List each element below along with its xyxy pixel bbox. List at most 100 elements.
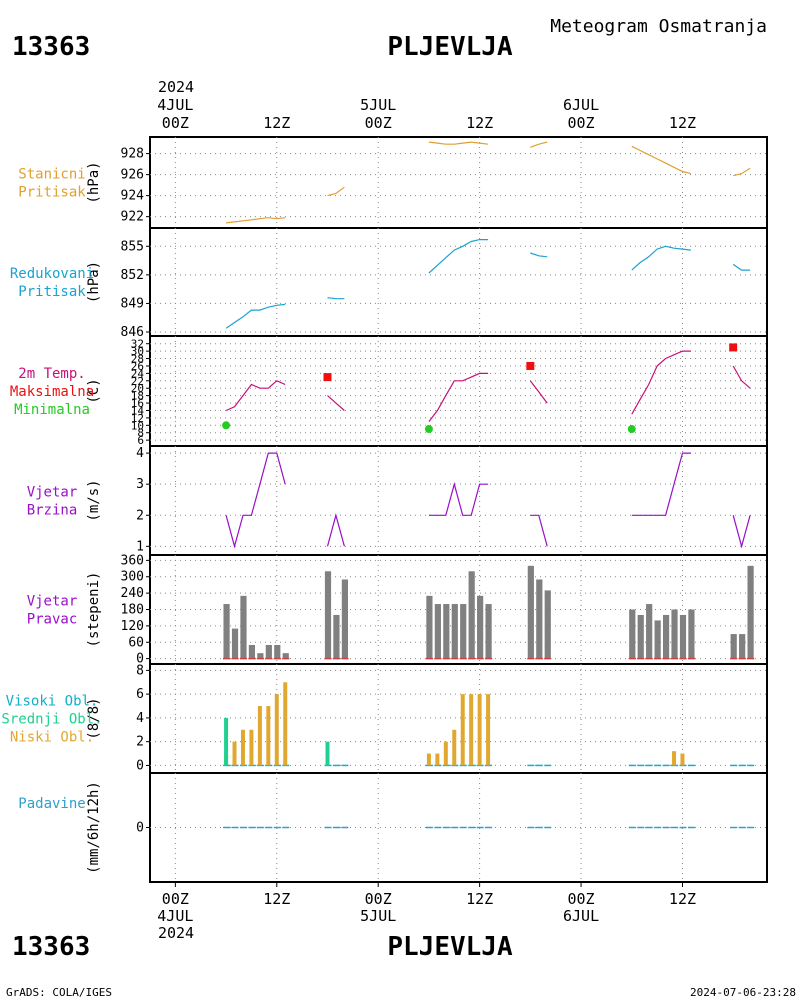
panel-label: Vjetar	[27, 485, 78, 501]
direction-bar	[426, 595, 433, 659]
direction-bar	[282, 653, 289, 659]
cloud-bar	[443, 741, 448, 766]
bottom-year-label: 2024	[158, 924, 194, 942]
panel-precipitation: 0 (mm/6h/12h)Padavine	[18, 772, 768, 883]
panel-ylabel: (hPa)	[86, 261, 102, 303]
ytick-label: 8	[136, 663, 144, 678]
panel-frame	[149, 136, 768, 229]
series-line	[225, 452, 286, 549]
series-line	[226, 217, 286, 224]
ytick-label: 1	[136, 539, 144, 554]
direction-bar	[257, 653, 264, 659]
series-line	[225, 303, 286, 329]
direction-bar	[544, 590, 551, 659]
panel-label: Pravac	[27, 612, 78, 628]
series-line	[428, 239, 489, 274]
ytick-label: 30	[131, 345, 144, 358]
cloud-bar	[232, 741, 237, 766]
cloud-bar	[672, 751, 677, 766]
max-temp-marker	[323, 373, 332, 382]
direction-bar	[223, 604, 230, 659]
panel-ylabel: (stepeni)	[86, 572, 102, 648]
direction-bar	[265, 644, 272, 659]
ytick-label: 240	[121, 586, 144, 601]
cloud-bar	[224, 717, 229, 766]
panel-label: Redukovani	[10, 266, 94, 282]
direction-bar	[485, 604, 492, 659]
direction-bar	[671, 609, 678, 659]
ytick-label: 10	[131, 419, 144, 432]
generation-timestamp: 2024-07-06-23:28	[690, 986, 796, 999]
panel-station-pressure: 922 924 926 928 (hPa)Stanicni Pritisak	[18, 136, 768, 229]
panel-label: Pritisak	[18, 284, 86, 300]
direction-bar	[451, 604, 458, 659]
ytick-label: 24	[131, 367, 145, 380]
panel-ylabel: (8/8)	[86, 697, 102, 739]
panel-clouds: 0 2 4 6 8 (8/8)Visoki Obl. Srednji Obl. Niski O…	[1, 663, 768, 774]
panel-ylabel: (m/s)	[86, 479, 102, 521]
panel-label: Brzina	[27, 503, 78, 519]
direction-bar	[333, 614, 340, 659]
ytick-label: 32	[131, 338, 144, 351]
series-line	[631, 350, 691, 415]
ytick-label: 4	[136, 711, 144, 726]
direction-bar	[240, 595, 247, 659]
direction-bar	[654, 620, 661, 659]
ytick-label: 852	[121, 268, 144, 283]
panel-label: 2m Temp.	[18, 366, 85, 382]
panel-label: Pritisak	[18, 185, 86, 201]
series-line	[428, 481, 489, 516]
panel-frame	[149, 227, 768, 337]
cloud-bar	[486, 694, 491, 766]
ytick-label: 928	[121, 147, 144, 162]
panel-ylabel: (C)	[86, 378, 102, 403]
ytick-label: 846	[121, 325, 144, 340]
station-id-top: 13363	[12, 32, 90, 62]
panel-label: Srednji Obl.	[1, 712, 102, 728]
min-temp-marker	[424, 425, 433, 434]
series-line	[327, 297, 345, 300]
series-line	[732, 515, 751, 549]
direction-bar	[324, 571, 332, 659]
direction-bar	[629, 609, 636, 659]
direction-bar	[679, 614, 687, 659]
direction-bar	[274, 644, 281, 659]
panel-label: Niski Obl.	[10, 730, 94, 746]
ytick-label: 849	[121, 296, 144, 311]
ytick-label: 0	[136, 821, 144, 836]
cloud-bar	[469, 694, 474, 766]
direction-bar	[477, 595, 484, 659]
cloud-bar	[426, 753, 431, 766]
ytick-label: 120	[121, 619, 144, 634]
panel-label: Visoki Obl.	[6, 694, 99, 710]
bottom-date-label: 5JUL	[360, 907, 396, 925]
cloud-bar	[477, 694, 482, 766]
cloud-bar	[266, 706, 271, 766]
direction-bar	[527, 565, 534, 659]
min-temp-marker	[627, 425, 636, 434]
series-line	[530, 252, 548, 258]
series-line	[225, 380, 286, 412]
series-line	[327, 186, 345, 197]
series-line	[529, 380, 548, 404]
ytick-label: 360	[121, 553, 144, 568]
direction-bar	[434, 604, 441, 659]
ytick-label: 0	[136, 758, 144, 773]
ytick-label: 6	[137, 434, 144, 447]
cloud-bar	[283, 682, 288, 766]
bottom-hour-label: 00Z	[568, 890, 595, 908]
ytick-label: 0	[136, 652, 144, 667]
direction-bar	[341, 579, 348, 659]
ytick-label: 3	[136, 477, 144, 492]
station-id-bottom: 13363	[12, 932, 90, 962]
series-line	[530, 141, 548, 148]
bottom-date-label: 4JUL	[157, 907, 193, 925]
cloud-bar	[274, 694, 279, 766]
direction-bar	[460, 604, 467, 659]
ytick-label: 855	[121, 239, 144, 254]
bottom-hour-label: 12Z	[466, 890, 493, 908]
cloud-bar	[452, 729, 457, 766]
top-date-label: 4JUL	[157, 96, 193, 114]
